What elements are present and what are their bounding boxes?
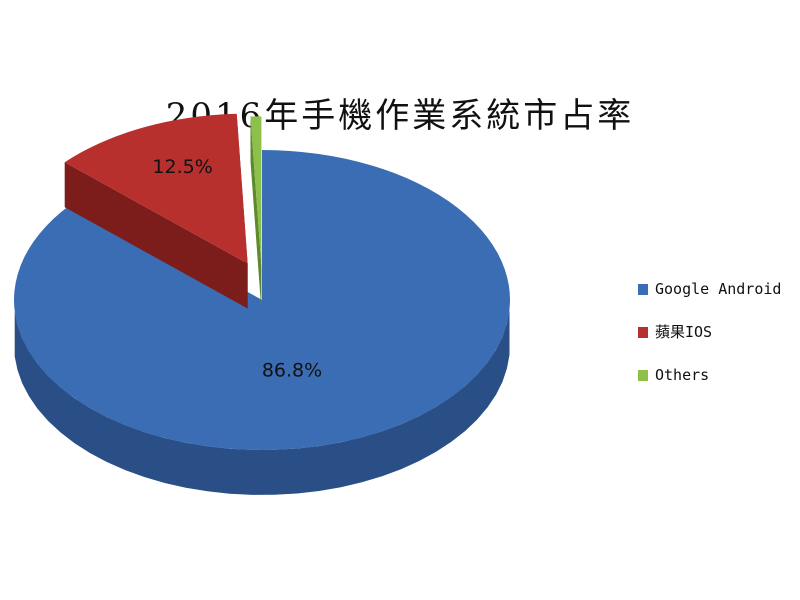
legend-swatch-1 [638, 327, 648, 338]
pie-slice-2 [250, 116, 262, 312]
slice-label-1: 12.5% [152, 156, 212, 178]
legend: Google Android 蘋果IOS Others [638, 280, 781, 384]
slice-label-0: 86.8% [262, 360, 322, 382]
legend-label-2: Others [655, 366, 709, 384]
legend-swatch-0 [638, 284, 648, 295]
legend-label-0: Google Android [655, 280, 781, 298]
legend-item-1: 蘋果IOS [638, 323, 712, 341]
legend-item-0: Google Android [638, 280, 781, 298]
pie-slice-1 [64, 113, 248, 309]
pie-slice-top-0 [14, 149, 511, 451]
pie-slice-top-2 [250, 116, 262, 267]
pie-slice-edge-1-0 [64, 162, 248, 309]
pie-slice-top-1 [64, 113, 248, 264]
pie-labels: 86.8% 12.5% [152, 156, 322, 381]
legend-item-2: Others [638, 366, 709, 384]
pie-slice-side-0 [14, 309, 510, 495]
pie-slice-edge-2-0 [250, 116, 262, 312]
pie-slices [14, 113, 511, 495]
chart-title: 2016年手機作業系統市占率 [165, 96, 635, 136]
legend-label-1: 蘋果IOS [655, 323, 712, 341]
legend-swatch-2 [638, 370, 648, 381]
